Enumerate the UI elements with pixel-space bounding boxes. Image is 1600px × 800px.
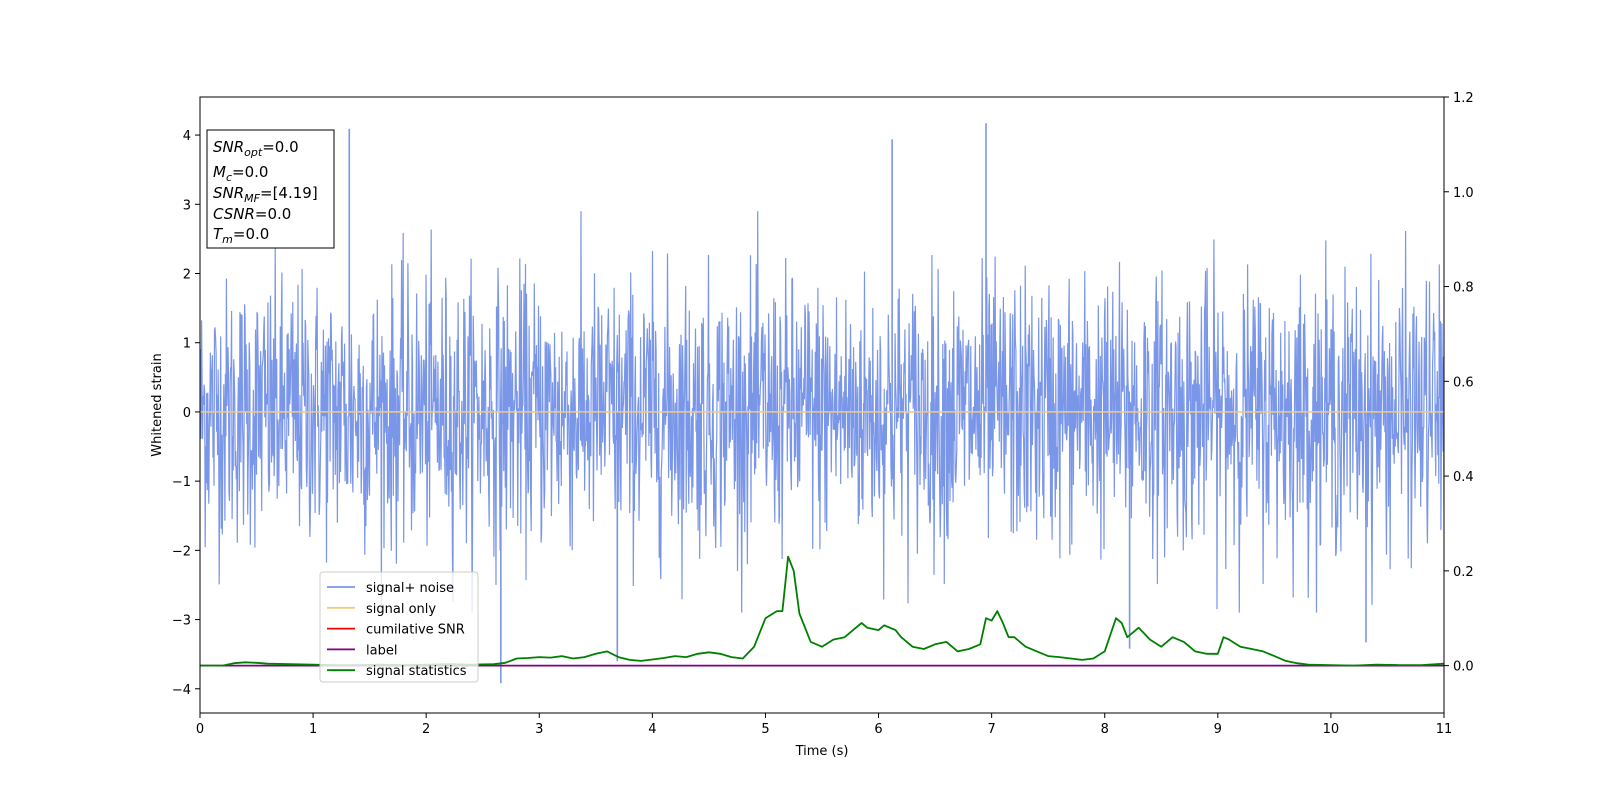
legend-entry: signal+ noise [366,581,454,596]
x-axis-label: Time (s) [795,744,849,759]
info-line: CSNR=0.0 [213,205,291,223]
x-tick-label: 1 [309,722,317,737]
info-box-frame [206,129,335,249]
x-tick-label: 6 [874,722,882,737]
y-axis-right: 0.0 0.2 0.4 0.6 0.8 1.0 1.2 [1444,91,1474,675]
legend-entry: label [366,643,397,658]
x-tick-label: 10 [1323,722,1340,737]
info-line: Mc=0.0 [213,163,268,184]
legend-frame [319,571,479,683]
legend-entry: signal statistics [366,664,467,679]
x-tick-label: 4 [648,722,656,737]
y-tick-label: −2 [172,544,191,559]
y-tick-label: 2 [183,267,191,282]
plot-area [200,123,1444,684]
y2-tick-label: 1.2 [1453,91,1474,106]
y-tick-label: −3 [172,614,191,629]
y-tick-label: 1 [183,337,191,352]
y2-tick-label: 0.6 [1453,375,1474,390]
y2-tick-label: 0.2 [1453,565,1474,580]
series-signal-noise-line [200,211,1444,613]
x-tick-label: 11 [1436,722,1453,737]
x-axis: 0 1 2 3 4 5 6 7 8 9 10 11 [196,713,1452,737]
x-tick-label: 0 [196,722,204,737]
legend: signal+ noise signal only cumilative SNR la… [319,571,479,683]
info-line: Tm=0.0 [213,225,269,246]
info-line: SNRopt=0.0 [213,138,299,159]
y2-tick-label: 0.8 [1453,281,1474,296]
y-tick-label: −4 [172,683,191,698]
info-line: SNRMF=[4.19] [213,184,318,205]
series-signal-statistics-line [200,555,1444,667]
x-tick-label: 8 [1101,722,1109,737]
x-tick-label: 7 [987,722,995,737]
y-tick-label: 3 [183,198,191,213]
y-tick-label: 4 [183,129,191,144]
x-tick-label: 3 [535,722,543,737]
y-axis-label: Whitened strain [150,353,165,456]
y-tick-label: −1 [172,475,191,490]
x-tick-label: 9 [1214,722,1222,737]
plot-frame [199,96,1445,714]
x-tick-label: 2 [422,722,430,737]
y2-tick-label: 0.0 [1453,660,1474,675]
legend-entry: signal only [366,602,436,617]
y-tick-label: 0 [183,406,191,421]
x-tick-label: 5 [761,722,769,737]
y2-tick-label: 1.0 [1453,186,1474,201]
y-axis-left: −4 −3 −2 −1 0 1 2 3 4 [172,129,200,698]
y2-tick-label: 0.4 [1453,470,1474,485]
legend-entry: cumilative SNR [366,623,465,638]
